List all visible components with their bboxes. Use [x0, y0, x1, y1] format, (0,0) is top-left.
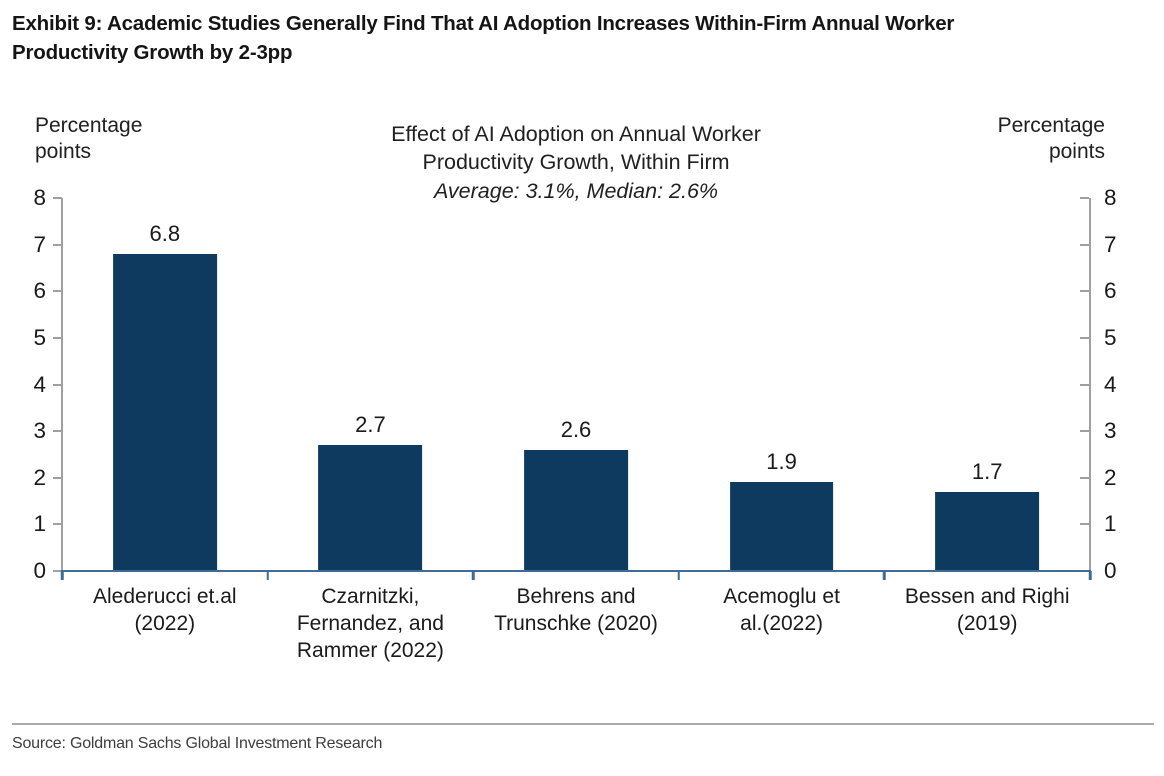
y-tick-left [53, 430, 62, 433]
bar-value-label: 2.6 [560, 416, 592, 442]
bar [935, 491, 1040, 571]
y-tick-left [53, 243, 62, 246]
y-tick-right [1080, 336, 1089, 339]
y-axis-unit-label-right: Percentage points [997, 114, 1105, 163]
x-boundary-tick [266, 571, 269, 580]
y-tick-right [1080, 383, 1089, 386]
y-tick-left [53, 523, 62, 526]
x-category-label: Behrens and Trunschke (2020) [494, 585, 658, 635]
y-tick-label-right: 7 [1104, 231, 1117, 257]
x-category-label: Alederucci et.al (2022) [93, 585, 237, 635]
y-tick-label-right: 3 [1104, 417, 1117, 443]
y-tick-label-left: 1 [33, 511, 46, 537]
bar [524, 449, 628, 571]
bar [112, 253, 217, 571]
source-note: Source: Goldman Sachs Global Investment … [12, 735, 383, 752]
y-tick-left [53, 476, 62, 479]
x-category-label: Bessen and Righi (2019) [904, 585, 1070, 635]
y-tick-label-right: 4 [1104, 371, 1117, 397]
exhibit-title: Exhibit 9: Academic Studies Generally Fi… [12, 12, 955, 64]
y-axis-unit-label-left: Percentage points [35, 114, 143, 163]
y-tick-label-left: 7 [33, 231, 46, 257]
chart-subtitle: Average: 3.1%, Median: 2.6% [433, 178, 719, 203]
x-boundary-tick [883, 571, 886, 580]
x-axis-baseline [61, 569, 1091, 572]
bar-value-label: 1.7 [971, 458, 1003, 484]
x-category-label: Czarnitzki, Fernandez, and Rammer (2022) [296, 585, 444, 662]
bar [318, 445, 423, 571]
y-tick-left [53, 197, 62, 199]
bar-value-label: 2.7 [355, 412, 386, 438]
x-axis-labels: Alederucci et.al (2022) Czarnitzki, Ferna… [62, 584, 1090, 684]
y-tick-right [1080, 430, 1089, 433]
y-tick-label-right: 8 [1104, 184, 1117, 210]
y-tick-right [1080, 197, 1089, 199]
y-tick-label-right: 1 [1104, 511, 1117, 537]
y-axis-line-right [1089, 198, 1091, 571]
y-tick-left [53, 570, 62, 572]
y-tick-right [1080, 523, 1089, 526]
y-tick-label-right: 2 [1104, 464, 1117, 490]
chart-title: Effect of AI Adoption on Annual Worker P… [391, 122, 761, 175]
y-tick-label-right: 6 [1104, 278, 1117, 303]
footer-divider-line [12, 723, 1154, 725]
y-tick-label-left: 6 [33, 278, 46, 303]
bar-value-label: 1.9 [766, 449, 797, 475]
y-tick-label-left: 4 [33, 371, 46, 397]
y-tick-left [53, 290, 62, 293]
bar [729, 482, 834, 571]
x-boundary-tick [471, 571, 475, 580]
y-tick-label-right: 5 [1104, 324, 1117, 350]
y-tick-left [53, 336, 62, 339]
bar-value-label: 6.8 [149, 220, 181, 246]
y-tick-label-left: 8 [33, 184, 46, 210]
y-tick-label-left: 0 [33, 557, 46, 583]
plot-area: 0 0 1 1 2 2 3 3 4 4 5 5 6 6 7 7 8 8 6.8 2.7 2.6 1.9 1.7 [33, 186, 1116, 581]
y-tick-right [1080, 476, 1089, 479]
x-category-label: Acemoglu et al.(2022) [723, 585, 840, 635]
y-axis-line-left [61, 198, 63, 571]
x-boundary-tick [60, 571, 64, 580]
y-tick-right [1080, 290, 1089, 293]
y-tick-left [53, 383, 62, 386]
x-boundary-tick [1088, 571, 1092, 580]
y-tick-label-left: 3 [33, 417, 46, 443]
y-tick-label-right: 0 [1104, 557, 1117, 583]
x-boundary-tick [677, 571, 681, 580]
y-tick-label-left: 5 [33, 324, 46, 350]
y-tick-label-left: 2 [33, 464, 46, 490]
y-tick-right [1080, 243, 1089, 246]
chart-title-block: Effect of AI Adoption on Annual Worker P… [226, 120, 926, 205]
